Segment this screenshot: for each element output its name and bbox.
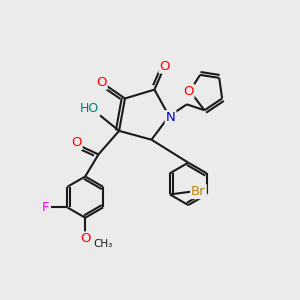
Text: N: N xyxy=(166,111,176,124)
Text: CH₃: CH₃ xyxy=(94,238,113,249)
Text: O: O xyxy=(80,232,91,245)
Text: O: O xyxy=(96,76,107,89)
Text: Br: Br xyxy=(191,185,206,198)
Text: O: O xyxy=(71,136,82,149)
Text: F: F xyxy=(42,201,50,214)
Text: HO: HO xyxy=(80,102,99,115)
Text: O: O xyxy=(183,85,194,98)
Text: O: O xyxy=(160,60,170,73)
